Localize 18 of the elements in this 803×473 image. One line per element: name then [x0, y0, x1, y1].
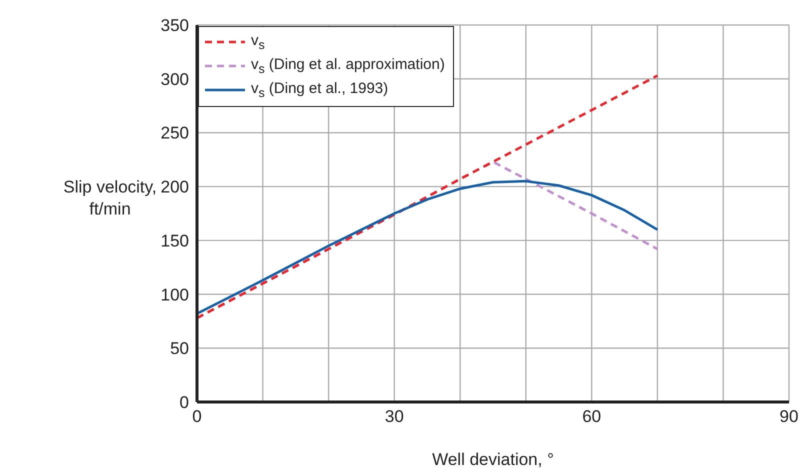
y-tick-label: 50 — [170, 339, 189, 358]
line-series — [197, 74, 659, 320]
x-tick-label: 30 — [384, 407, 404, 426]
x-tick-label: 0 — [192, 407, 202, 426]
x-tick-label: 60 — [582, 407, 602, 426]
x-tick-label: 90 — [780, 407, 798, 426]
legend-label: v$_{s}$ (Ding et al. approximation) — [251, 56, 445, 76]
x-axis-title: Well deviation, ° — [432, 450, 554, 469]
y-tick-label: 100 — [160, 285, 189, 304]
legend-label: v$_{s}$ (Ding et al., 1993) — [251, 80, 388, 100]
legend-label: v$_{s}$ — [251, 32, 265, 52]
y-axis-title: Slip velocity, ft/min — [63, 178, 157, 218]
y-tick-label: 150 — [160, 231, 189, 250]
y-tick-label: 0 — [180, 393, 189, 412]
y-tick-label: 200 — [160, 178, 189, 197]
y-tick-label: 300 — [160, 70, 189, 89]
y-tick-label: 250 — [160, 124, 189, 143]
y-tick-label: 350 — [160, 16, 189, 36]
